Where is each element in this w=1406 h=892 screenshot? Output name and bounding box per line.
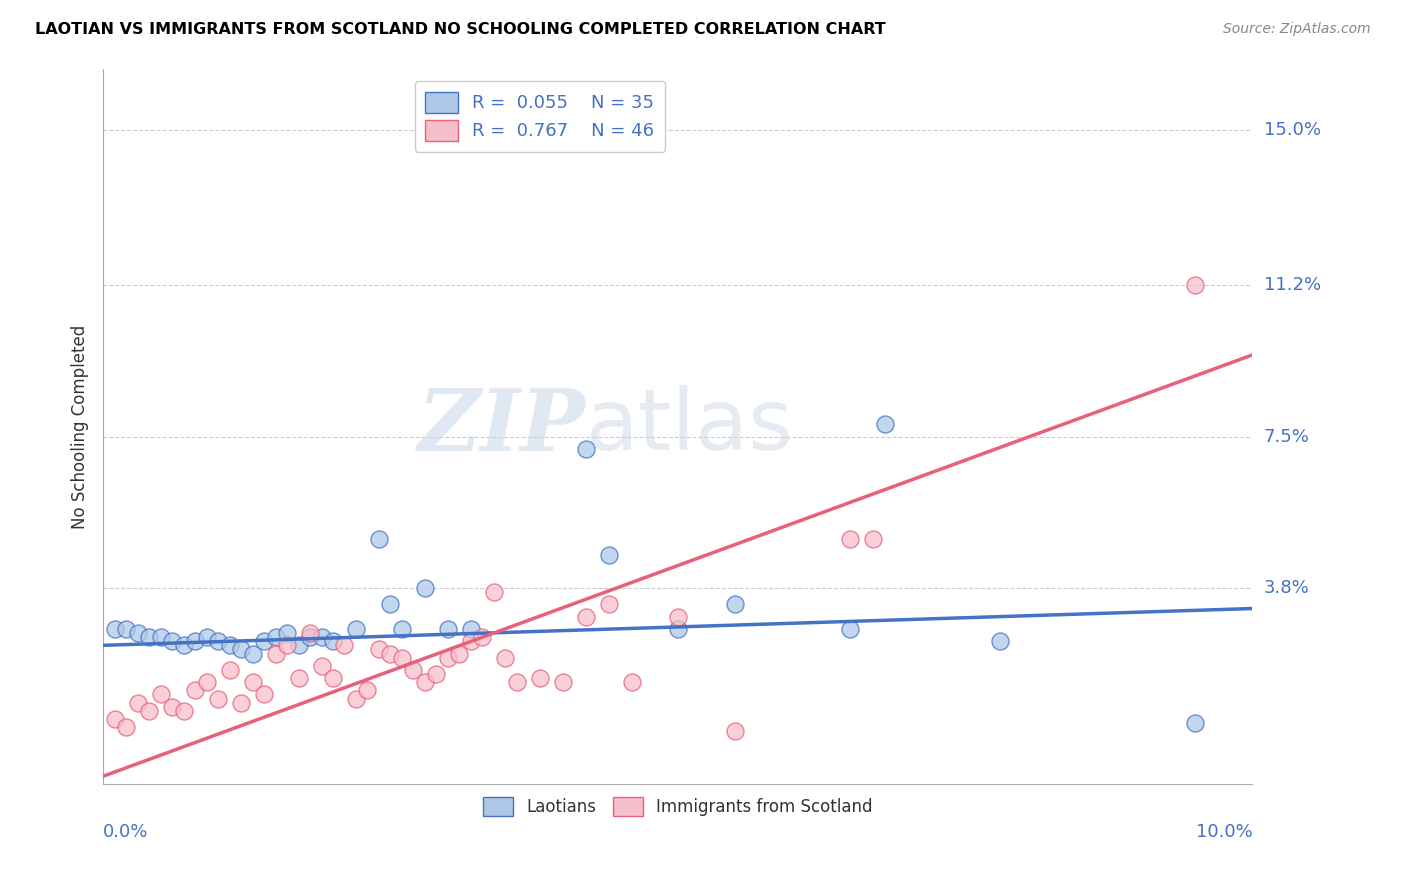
Point [839,622,862,636]
Point [862,532,884,546]
Point [551,675,574,690]
Point [368,642,391,657]
Point [494,650,516,665]
Point [666,609,689,624]
Point [839,532,862,546]
Point [253,634,276,648]
Point [506,675,529,690]
Point [988,634,1011,648]
Point [242,647,264,661]
Point [482,585,505,599]
Point [437,650,460,665]
Text: 10.0%: 10.0% [1195,823,1253,841]
Point [620,675,643,690]
Point [380,647,402,661]
Point [724,724,747,739]
Point [322,671,344,685]
Point [218,638,240,652]
Point [184,683,207,698]
Text: 15.0%: 15.0% [1264,121,1320,139]
Point [160,699,183,714]
Point [298,626,321,640]
Point [160,634,183,648]
Point [149,688,172,702]
Point [276,638,298,652]
Point [229,642,252,657]
Point [666,622,689,636]
Legend: Laotians, Immigrants from Scotland: Laotians, Immigrants from Scotland [477,790,879,822]
Text: 7.5%: 7.5% [1264,427,1309,446]
Point [471,630,494,644]
Point [724,598,747,612]
Text: Source: ZipAtlas.com: Source: ZipAtlas.com [1223,22,1371,37]
Point [127,696,149,710]
Point [184,634,207,648]
Point [333,638,356,652]
Point [391,650,413,665]
Point [437,622,460,636]
Text: 3.8%: 3.8% [1264,579,1309,597]
Point [207,634,229,648]
Point [287,671,309,685]
Text: 11.2%: 11.2% [1264,277,1320,294]
Point [425,667,447,681]
Point [413,675,436,690]
Point [344,691,367,706]
Point [229,696,252,710]
Point [276,626,298,640]
Point [529,671,551,685]
Point [149,630,172,644]
Point [138,704,160,718]
Point [264,647,287,661]
Point [873,417,896,432]
Point [575,442,598,456]
Point [138,630,160,644]
Point [449,647,471,661]
Point [311,630,333,644]
Point [104,622,127,636]
Point [1184,278,1206,293]
Point [598,598,620,612]
Point [460,634,482,648]
Point [311,658,333,673]
Point [460,622,482,636]
Point [173,638,195,652]
Text: ZIP: ZIP [418,384,586,468]
Point [127,626,149,640]
Point [322,634,344,648]
Point [575,609,598,624]
Point [195,675,218,690]
Point [298,630,321,644]
Point [218,663,240,677]
Point [242,675,264,690]
Point [598,549,620,563]
Point [115,622,138,636]
Y-axis label: No Schooling Completed: No Schooling Completed [72,325,89,529]
Point [195,630,218,644]
Point [264,630,287,644]
Text: atlas: atlas [586,385,794,468]
Point [402,663,425,677]
Text: LAOTIAN VS IMMIGRANTS FROM SCOTLAND NO SCHOOLING COMPLETED CORRELATION CHART: LAOTIAN VS IMMIGRANTS FROM SCOTLAND NO S… [35,22,886,37]
Point [173,704,195,718]
Point [356,683,378,698]
Point [253,688,276,702]
Point [1184,716,1206,731]
Point [115,720,138,734]
Point [104,712,127,726]
Point [207,691,229,706]
Point [344,622,367,636]
Text: 0.0%: 0.0% [103,823,149,841]
Point [380,598,402,612]
Point [287,638,309,652]
Point [368,532,391,546]
Point [413,581,436,595]
Point [391,622,413,636]
